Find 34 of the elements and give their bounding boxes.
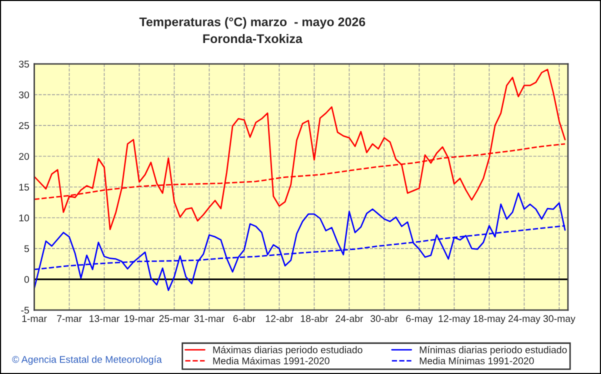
x-tick-label: 12-abr bbox=[266, 314, 294, 322]
y-tick-label: 5 bbox=[24, 245, 29, 252]
legend-label: Mínimas diarias periodo estudiado bbox=[420, 346, 567, 356]
y-tick-label: 30 bbox=[18, 91, 30, 98]
legend-label: Máximas diarias periodo estudiado bbox=[213, 346, 362, 356]
x-tick-label: 18-abr bbox=[300, 314, 328, 322]
line-series bbox=[34, 192, 566, 292]
y-tick-label: 25 bbox=[19, 122, 29, 130]
text: © Agencia Estatal de Meteorología bbox=[12, 356, 162, 365]
x-tick-label: 13-mar bbox=[90, 315, 120, 322]
chart-title: Temperaturas (°C) marzo - mayo 2026 bbox=[139, 17, 366, 29]
y-tick-label: -5 bbox=[21, 306, 29, 314]
x-tick-label: 7-mar bbox=[57, 315, 82, 322]
y-tick-label: 0 bbox=[24, 276, 30, 283]
legend-label: Media Mínimas 1991-2020 bbox=[420, 357, 534, 364]
y-tick-label: 20 bbox=[19, 152, 30, 160]
x-tick-label: 31-mar bbox=[194, 315, 224, 322]
x-tick-label: 24-abr bbox=[336, 314, 364, 322]
x-tick-label: 30-abr bbox=[370, 314, 398, 322]
y-tick-label: 35 bbox=[18, 60, 29, 68]
y-tick-label: 15 bbox=[19, 184, 29, 191]
x-tick-label: 6-may bbox=[406, 315, 433, 324]
x-tick-label: 6-abr bbox=[233, 314, 256, 322]
x-tick-label: 1-mar bbox=[22, 315, 47, 322]
x-tick-label: 30-may bbox=[543, 315, 576, 324]
x-tick-label: 19-mar bbox=[124, 315, 154, 322]
y-tick-label: 10 bbox=[19, 214, 30, 222]
legend-label: Media Máximas 1991-2020 bbox=[213, 357, 330, 364]
x-tick-label: 24-may bbox=[508, 315, 540, 324]
chart-subtitle: Foronda-Txokiza bbox=[203, 34, 303, 44]
line-series bbox=[34, 68, 566, 230]
x-tick-label: 25-mar bbox=[159, 315, 190, 322]
x-tick-label: 18-may bbox=[474, 315, 506, 324]
x-tick-label: 12-may bbox=[438, 315, 470, 324]
